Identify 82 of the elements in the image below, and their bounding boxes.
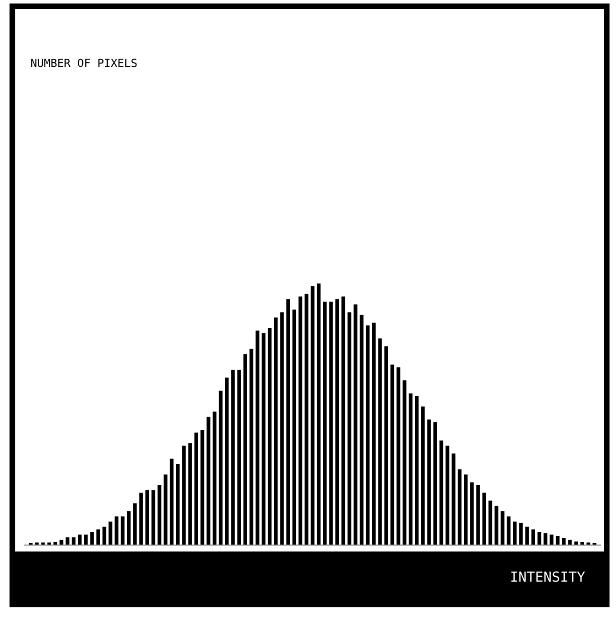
bar (512, 522, 517, 546)
bar (329, 302, 333, 546)
bar (366, 325, 370, 546)
bar (188, 443, 192, 546)
bar (212, 412, 216, 546)
bar (286, 299, 290, 546)
bar (568, 540, 572, 546)
bar (268, 328, 272, 546)
bar (537, 532, 542, 546)
bar (151, 490, 156, 546)
bar (519, 522, 523, 546)
x-axis-title: INTENSITY (511, 571, 585, 582)
bar (452, 454, 456, 546)
bar (133, 503, 137, 546)
bar (348, 312, 352, 546)
bar (372, 322, 376, 546)
bar (66, 537, 70, 546)
bar (298, 296, 302, 546)
bar (408, 393, 412, 546)
bar (323, 302, 327, 546)
bar (256, 330, 260, 546)
bar (102, 526, 106, 546)
bar (139, 492, 143, 546)
bar (500, 511, 504, 546)
bar (145, 490, 150, 546)
bar (164, 474, 168, 546)
bar (476, 484, 480, 546)
bar (310, 286, 314, 546)
bar (439, 440, 444, 546)
bar (402, 380, 406, 546)
bar (458, 469, 462, 546)
bar (274, 317, 278, 546)
bar (470, 482, 474, 546)
text: NUMBER OF PIXELS (31, 58, 137, 68)
bar (506, 516, 511, 546)
bar (182, 446, 186, 546)
bar (421, 406, 425, 546)
bar (446, 446, 450, 546)
bar (176, 464, 180, 546)
bar (433, 422, 438, 546)
bar (243, 354, 248, 546)
bar (488, 500, 492, 546)
bar (427, 420, 431, 546)
bar (360, 314, 364, 546)
bar (378, 338, 382, 546)
bar (544, 533, 548, 546)
bar (114, 516, 118, 546)
bar (396, 367, 400, 546)
bar (158, 484, 162, 546)
bar (316, 283, 321, 546)
bar (225, 378, 229, 546)
bar (250, 348, 254, 546)
bar (96, 529, 100, 546)
bar (237, 370, 241, 546)
bar (90, 532, 94, 546)
bar (494, 506, 498, 546)
bar (531, 529, 536, 546)
bar (414, 396, 419, 546)
bar (354, 304, 358, 546)
bar (200, 430, 204, 546)
bar (231, 370, 235, 546)
bar (280, 312, 284, 546)
bar (482, 492, 486, 546)
bar (390, 364, 394, 546)
bar (206, 416, 210, 546)
bar (126, 511, 131, 546)
bar (335, 299, 339, 546)
bar (120, 516, 125, 546)
bar (194, 432, 198, 546)
bar (464, 474, 468, 546)
bar (292, 310, 296, 546)
bar (108, 522, 112, 546)
bar (304, 294, 308, 546)
bar (525, 526, 529, 546)
bar (78, 534, 82, 546)
bar (218, 390, 223, 546)
bar (262, 333, 266, 546)
bar (550, 534, 554, 546)
bar (84, 534, 88, 546)
bar (384, 346, 388, 546)
bar (341, 296, 346, 546)
bar (170, 458, 174, 546)
